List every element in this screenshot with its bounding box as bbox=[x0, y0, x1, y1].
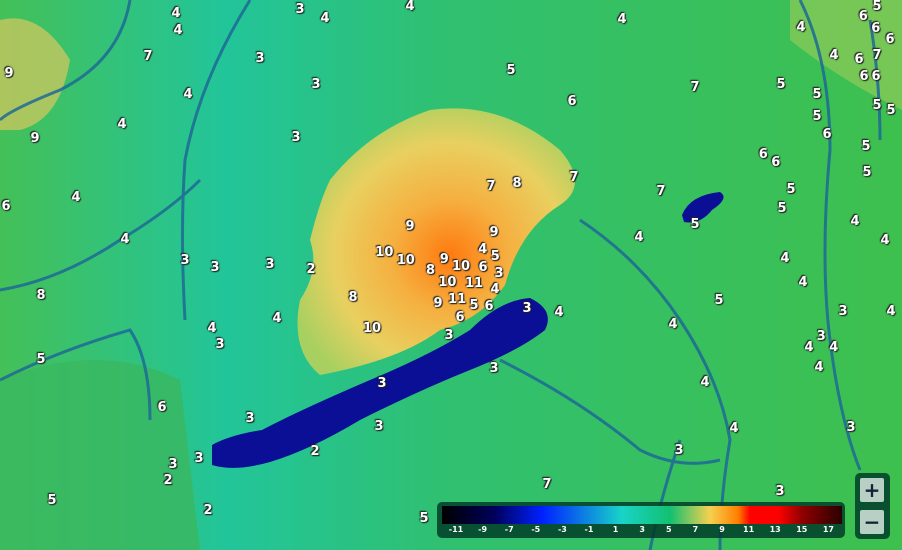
northeast-hills bbox=[790, 0, 902, 110]
mountain-massif bbox=[297, 108, 575, 375]
legend-tick: -3 bbox=[557, 525, 567, 534]
legend-tick: 7 bbox=[692, 525, 699, 534]
legend-tick: 1 bbox=[612, 525, 619, 534]
northwest-hills bbox=[0, 18, 70, 130]
legend-tick: -1 bbox=[584, 525, 594, 534]
legend-tick: 17 bbox=[822, 525, 834, 534]
legend-color-scale bbox=[442, 506, 842, 524]
legend-tick: 11 bbox=[743, 525, 755, 534]
legend-tick: -5 bbox=[531, 525, 541, 534]
legend-tick: 5 bbox=[666, 525, 672, 534]
zoom-out-button[interactable]: − bbox=[860, 510, 884, 534]
lake-balaton bbox=[212, 298, 548, 468]
small-lake bbox=[682, 192, 724, 223]
legend-tick: -11 bbox=[448, 525, 464, 534]
legend-tick: -9 bbox=[478, 525, 488, 534]
southwest-hills bbox=[0, 360, 200, 550]
legend-tick: -7 bbox=[504, 525, 514, 534]
legend-tick: 3 bbox=[639, 525, 645, 534]
zoom-controls: + − bbox=[855, 473, 890, 539]
legend-tick: 9 bbox=[719, 525, 725, 534]
zoom-in-button[interactable]: + bbox=[860, 478, 884, 502]
rivers bbox=[0, 0, 882, 550]
legend-tick: 15 bbox=[796, 525, 808, 534]
legend-tick: 13 bbox=[769, 525, 781, 534]
temperature-legend: -11 -9 -7 -5 -3 -1 1 3 5 7 9 11 13 15 17 bbox=[437, 502, 845, 538]
